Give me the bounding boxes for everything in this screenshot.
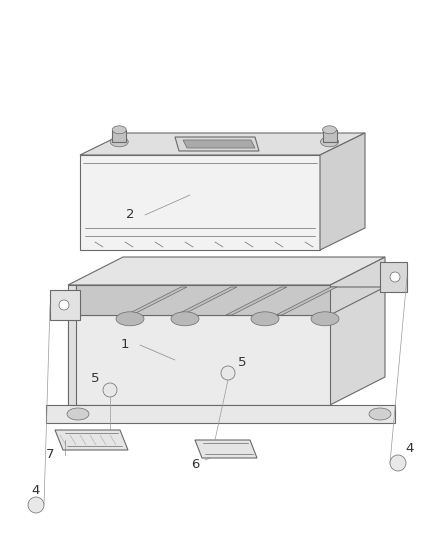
Ellipse shape xyxy=(28,497,44,513)
Ellipse shape xyxy=(59,300,69,310)
Ellipse shape xyxy=(322,126,336,134)
Polygon shape xyxy=(68,285,76,405)
Text: 4: 4 xyxy=(406,441,414,455)
Polygon shape xyxy=(195,440,257,458)
Polygon shape xyxy=(80,133,365,155)
Ellipse shape xyxy=(112,126,126,134)
Ellipse shape xyxy=(251,312,279,326)
Ellipse shape xyxy=(311,312,339,326)
Polygon shape xyxy=(175,137,259,151)
Polygon shape xyxy=(46,405,395,423)
Ellipse shape xyxy=(221,366,235,380)
Ellipse shape xyxy=(390,272,400,282)
Ellipse shape xyxy=(103,383,117,397)
Polygon shape xyxy=(320,133,365,250)
Polygon shape xyxy=(226,287,287,315)
Ellipse shape xyxy=(116,312,144,326)
Polygon shape xyxy=(330,257,385,405)
Ellipse shape xyxy=(390,455,406,471)
Polygon shape xyxy=(276,287,337,315)
Polygon shape xyxy=(68,315,330,405)
Polygon shape xyxy=(322,130,336,142)
Polygon shape xyxy=(50,290,80,320)
Text: 7: 7 xyxy=(46,448,54,462)
Ellipse shape xyxy=(110,137,128,147)
Polygon shape xyxy=(55,430,128,450)
Polygon shape xyxy=(76,285,330,315)
Ellipse shape xyxy=(171,312,199,326)
Text: 5: 5 xyxy=(91,372,99,384)
Polygon shape xyxy=(380,262,407,292)
Polygon shape xyxy=(112,130,126,142)
Ellipse shape xyxy=(369,408,391,420)
Ellipse shape xyxy=(321,137,339,147)
Ellipse shape xyxy=(67,408,89,420)
Polygon shape xyxy=(68,257,385,285)
Text: 1: 1 xyxy=(121,338,129,351)
Polygon shape xyxy=(126,287,187,315)
Polygon shape xyxy=(183,140,255,148)
Text: 4: 4 xyxy=(32,483,40,497)
Text: 5: 5 xyxy=(238,356,246,368)
Polygon shape xyxy=(80,155,320,250)
Text: 2: 2 xyxy=(126,208,134,222)
Polygon shape xyxy=(76,287,385,315)
Polygon shape xyxy=(176,287,237,315)
Text: 6: 6 xyxy=(191,458,199,472)
